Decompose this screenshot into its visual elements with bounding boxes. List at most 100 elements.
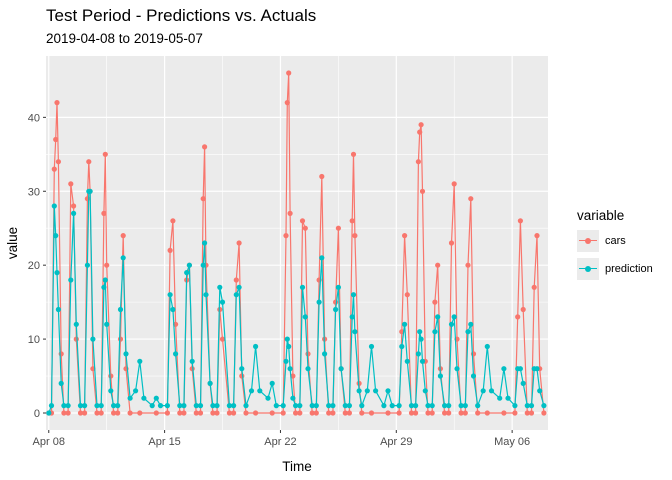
data-point-cars xyxy=(475,410,481,416)
data-point-cars xyxy=(517,218,524,224)
data-point-prediction xyxy=(149,403,155,409)
data-point-cars xyxy=(313,410,319,416)
data-point-cars xyxy=(167,247,173,253)
data-point-prediction xyxy=(231,403,237,409)
data-point-cars xyxy=(309,410,315,416)
data-point-prediction xyxy=(465,329,471,335)
data-point-prediction xyxy=(373,388,379,394)
data-point-prediction xyxy=(368,343,375,350)
data-point-prediction xyxy=(356,388,362,394)
data-point-cars xyxy=(512,410,518,416)
data-point-prediction xyxy=(422,388,428,394)
data-point-cars xyxy=(108,373,114,379)
data-point-prediction xyxy=(239,366,245,372)
data-point-prediction xyxy=(505,395,511,401)
data-point-cars xyxy=(54,100,60,106)
data-point-prediction xyxy=(470,373,477,379)
data-point-prediction xyxy=(541,403,547,409)
data-point-cars xyxy=(531,284,537,290)
data-point-prediction xyxy=(322,351,328,357)
data-point-cars xyxy=(429,410,435,416)
data-point-prediction xyxy=(454,366,460,372)
data-point-cars xyxy=(102,151,108,157)
data-point-prediction xyxy=(55,306,62,313)
data-point-prediction xyxy=(349,314,355,320)
data-point-cars xyxy=(86,159,92,165)
data-point-prediction xyxy=(520,380,526,386)
data-point-prediction xyxy=(442,403,448,409)
data-point-cars xyxy=(402,233,408,239)
data-point-prediction xyxy=(111,403,117,409)
data-point-prediction xyxy=(399,343,405,350)
series-layer xyxy=(46,70,547,416)
data-point-prediction xyxy=(226,403,232,409)
data-point-cars xyxy=(435,262,441,268)
data-point-prediction xyxy=(48,403,55,409)
data-point-cars xyxy=(534,233,540,239)
data-point-prediction xyxy=(287,366,293,372)
data-point-prediction xyxy=(184,270,190,276)
data-point-cars xyxy=(68,181,74,187)
data-point-prediction xyxy=(137,358,143,364)
data-point-cars xyxy=(280,410,286,416)
data-point-cars xyxy=(214,410,220,416)
data-point-cars xyxy=(333,299,339,305)
chart-subtitle: 2019-04-08 to 2019-05-07 xyxy=(46,31,203,46)
data-point-prediction xyxy=(243,403,249,409)
data-point-cars xyxy=(408,410,415,416)
data-point-cars xyxy=(326,410,332,416)
data-point-prediction xyxy=(534,366,540,372)
data-point-cars xyxy=(418,122,424,128)
data-point-cars xyxy=(432,299,438,305)
data-point-prediction xyxy=(164,403,170,409)
data-point-prediction xyxy=(61,403,67,409)
data-point-cars xyxy=(137,410,143,416)
data-point-cars xyxy=(528,410,535,416)
data-point-prediction xyxy=(302,314,308,320)
legend-key-prediction xyxy=(577,258,599,280)
data-point-cars xyxy=(53,136,59,143)
x-tick-label: Apr 29 xyxy=(380,436,412,448)
data-point-cars xyxy=(330,410,336,416)
grid-lines xyxy=(46,56,548,430)
data-point-cars xyxy=(287,210,293,216)
x-tick-label: May 06 xyxy=(494,436,530,448)
data-point-cars xyxy=(82,410,88,416)
data-point-prediction xyxy=(389,403,395,409)
data-point-prediction xyxy=(437,373,443,379)
data-point-prediction xyxy=(101,284,107,290)
data-point-prediction xyxy=(117,306,124,313)
data-point-prediction xyxy=(186,262,192,268)
data-point-cars xyxy=(462,410,468,416)
data-point-prediction xyxy=(94,403,100,409)
data-point-cars xyxy=(202,144,208,150)
data-point-prediction xyxy=(350,292,357,298)
plot-panel xyxy=(46,56,548,430)
data-point-prediction xyxy=(46,410,52,416)
data-point-prediction xyxy=(202,240,208,246)
y-tick-label: 20 xyxy=(28,260,40,272)
data-point-prediction xyxy=(84,262,90,268)
data-point-prediction xyxy=(475,403,481,409)
data-point-prediction xyxy=(65,403,71,409)
data-point-cars xyxy=(101,210,107,216)
y-axis-title: value xyxy=(5,227,20,259)
data-point-prediction xyxy=(333,306,339,313)
data-point-prediction xyxy=(207,380,213,386)
data-point-prediction xyxy=(284,336,290,342)
legend-key-cars xyxy=(577,230,599,252)
data-point-prediction xyxy=(167,292,173,298)
data-point-cars xyxy=(520,306,526,313)
data-point-prediction xyxy=(338,366,344,372)
data-point-cars xyxy=(359,410,365,416)
data-point-prediction xyxy=(330,403,336,409)
data-point-prediction xyxy=(197,403,204,409)
data-point-cars xyxy=(468,196,474,202)
data-point-cars xyxy=(350,151,357,157)
data-point-cars xyxy=(71,203,77,209)
legend: variable cars prediction xyxy=(577,208,653,283)
data-point-prediction xyxy=(123,351,129,357)
data-point-prediction xyxy=(480,388,486,394)
data-point-prediction xyxy=(219,299,226,305)
data-point-cars xyxy=(197,410,204,416)
